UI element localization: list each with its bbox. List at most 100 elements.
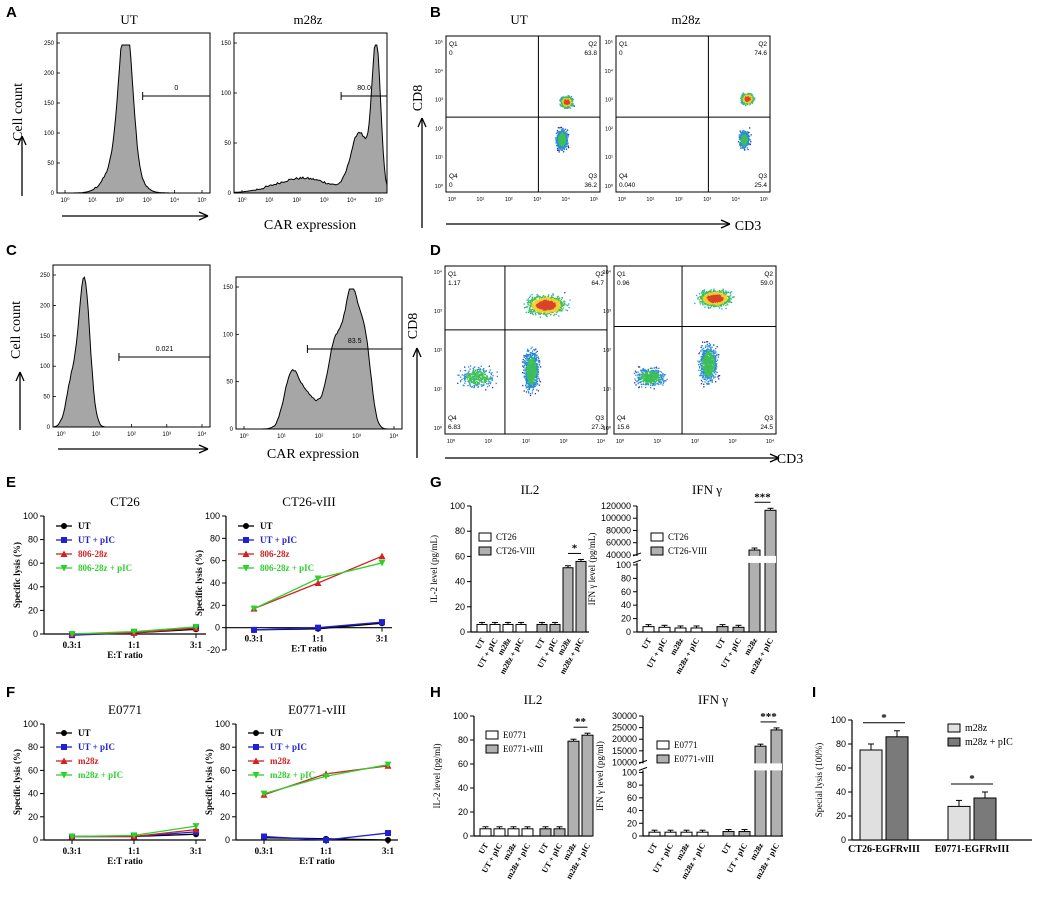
dot [744,149,746,151]
histogram-xtick-label: 10² [292,198,301,204]
dot [744,99,747,102]
dot [557,143,560,145]
dot [743,148,746,150]
dot [555,308,557,311]
dot [539,313,541,316]
dot [537,310,539,312]
dot [746,147,748,149]
dot [554,299,556,301]
dot [542,300,544,302]
dot [558,136,561,138]
dot [743,131,745,133]
dot [563,151,565,153]
dot [560,140,562,142]
dot [741,95,743,97]
dot [749,100,751,102]
dot [569,99,571,102]
dotplot-xtick-label: 10⁵ [590,196,598,203]
dot [744,98,746,100]
dot [565,98,568,101]
dot [563,98,565,100]
dot [557,296,559,298]
histogram-ytick-label: 50 [47,161,54,167]
dot [537,306,539,308]
dot [529,295,532,297]
dot [565,309,567,311]
dot [562,97,564,100]
dot [748,95,750,97]
dot [523,369,525,371]
dot [749,95,751,97]
dot [545,305,547,307]
dot [738,136,740,138]
dot [534,298,537,300]
dot [540,307,542,309]
dotplot-points-0 [554,95,575,153]
dot [744,134,747,136]
dot [561,129,564,131]
dot [532,306,534,308]
dot [740,142,742,145]
dot [558,151,560,153]
dot [751,102,753,104]
dot [744,144,746,146]
dot [743,96,745,98]
dot [741,96,743,98]
dot [539,309,542,311]
dot [740,147,742,149]
dot [535,308,537,310]
dot [750,102,752,104]
dot [571,105,573,107]
dot [530,305,532,307]
dot [567,96,569,98]
histogram-xtick-label: 10⁰ [56,431,66,438]
dot [554,304,557,306]
dot [536,305,538,308]
dot [559,141,562,144]
dot [535,304,538,307]
dot [536,378,538,380]
dot [545,302,547,304]
dot [750,141,752,143]
dot [538,306,541,309]
dot [559,103,561,105]
dot [553,308,555,310]
dot [563,97,565,99]
dot [555,303,557,306]
dot [537,309,540,312]
dot [741,143,743,145]
dot [746,144,748,146]
dot [741,99,744,101]
panel-letter-h: H [430,684,441,701]
dot [566,129,569,131]
histogram-xtick-label: 10⁵ [197,197,207,204]
dot [563,103,566,105]
dot [745,143,747,145]
dot [540,306,542,308]
dot [744,146,746,148]
dot [569,299,571,301]
dot [558,133,560,136]
dot [561,136,563,139]
dot [747,97,750,99]
dot [550,310,552,313]
dot [741,134,743,136]
dot [559,135,561,137]
dot [567,102,569,105]
dot [749,127,751,129]
dot [528,296,531,299]
dot [558,302,560,304]
dot [550,314,552,316]
dot [558,136,560,138]
dot [563,106,565,108]
histogram-curve-1 [233,44,388,194]
dot [743,138,746,140]
dot [561,305,563,307]
dot [742,132,744,134]
dot [561,99,563,101]
dot [534,300,536,302]
dot [554,137,557,139]
panel-letter-i: I [812,684,817,701]
dot [534,304,536,307]
histogram-ytick-label: 0 [47,425,51,431]
